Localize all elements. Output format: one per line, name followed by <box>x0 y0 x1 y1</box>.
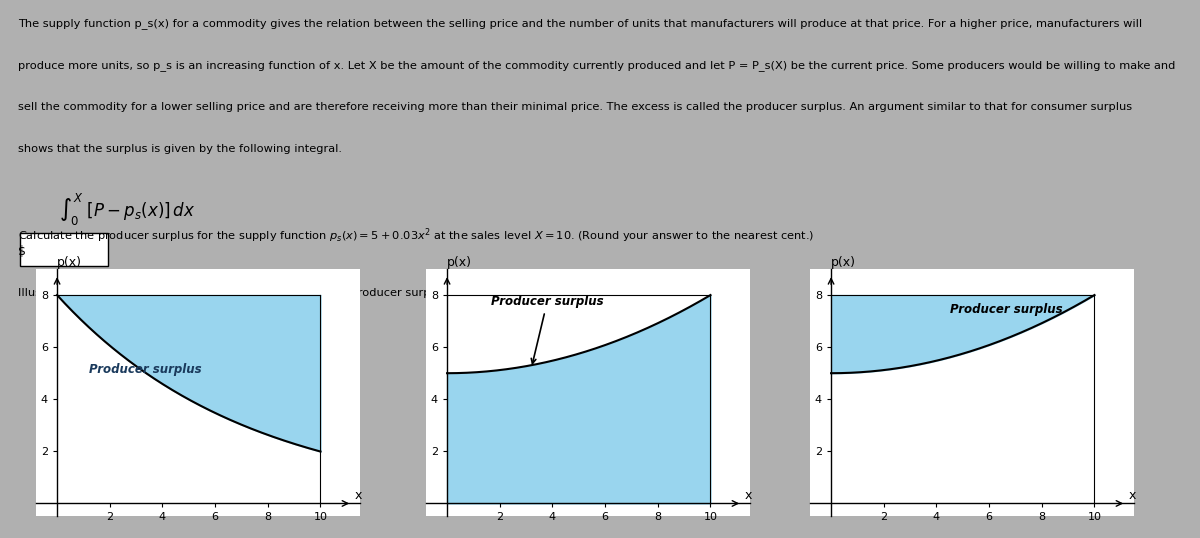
Text: p(x): p(x) <box>58 256 82 269</box>
FancyBboxPatch shape <box>20 233 108 266</box>
Text: Producer surplus: Producer surplus <box>491 295 604 364</box>
Text: $: $ <box>18 245 26 258</box>
Text: Calculate the producer surplus for the supply function $p_s(x) = 5 + 0.03x^2$ at: Calculate the producer surplus for the s… <box>18 226 814 245</box>
Text: produce more units, so p_s is an increasing function of x. Let X be the amount o: produce more units, so p_s is an increas… <box>18 60 1175 71</box>
Text: Producer surplus: Producer surplus <box>89 363 202 376</box>
Text: x: x <box>745 489 752 502</box>
Text: p(x): p(x) <box>832 256 856 269</box>
Text: Illustrate by drawing the supply curve and identifying the producer surplus as a: Illustrate by drawing the supply curve a… <box>18 288 514 298</box>
Text: sell the commodity for a lower selling price and are therefore receiving more th: sell the commodity for a lower selling p… <box>18 102 1132 112</box>
Text: $\int_0^X$ $[P - p_s(x)]\,dx$: $\int_0^X$ $[P - p_s(x)]\,dx$ <box>59 192 196 228</box>
Text: x: x <box>355 489 362 502</box>
Text: shows that the surplus is given by the following integral.: shows that the surplus is given by the f… <box>18 144 342 154</box>
Text: x: x <box>1129 489 1136 502</box>
Text: The supply function p_s(x) for a commodity gives the relation between the sellin: The supply function p_s(x) for a commodi… <box>18 18 1142 29</box>
Text: p(x): p(x) <box>448 256 472 269</box>
Text: Producer surplus: Producer surplus <box>949 303 1062 316</box>
